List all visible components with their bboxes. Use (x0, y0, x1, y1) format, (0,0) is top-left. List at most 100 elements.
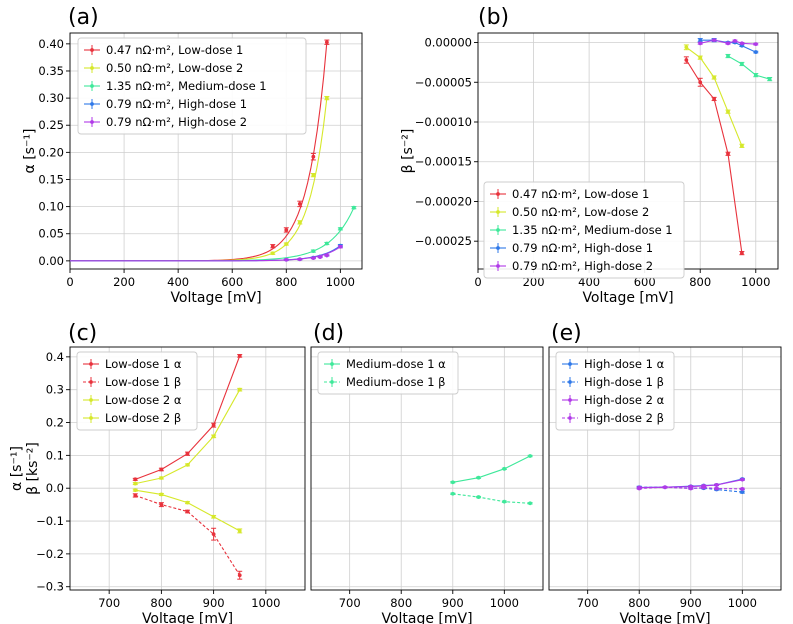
series-line (135, 494, 241, 576)
legend-swatch-marker (496, 210, 500, 214)
legend-box (317, 351, 459, 395)
series-line (70, 246, 341, 262)
legend: Medium-dose 1 α Medium-dose 1 β (317, 351, 459, 395)
data-point (753, 42, 758, 47)
legend-label: 0.50 nΩ·m², Low-dose 2 (106, 61, 243, 75)
series-1 (450, 491, 533, 506)
series-0 (683, 56, 745, 256)
series-2 (725, 53, 773, 82)
series-line (639, 486, 743, 490)
y-tick-label: −0.2 (36, 547, 64, 561)
series-line (727, 55, 770, 80)
plot-frame (69, 346, 306, 591)
data-point (133, 477, 138, 482)
x-tick-label: 200 (113, 275, 135, 289)
data-point (739, 251, 744, 256)
legend-label: High-dose 1 β (584, 375, 664, 389)
y-tick-label: 0.2 (46, 416, 64, 430)
data-point (739, 143, 744, 148)
data-point (767, 77, 772, 81)
legend: 0.47 nΩ·m², Low-dose 1 0.50 nΩ·m², Low-do… (77, 37, 307, 135)
x-tick-label: 700 (339, 596, 361, 610)
data-point (637, 486, 642, 491)
legend: 0.47 nΩ·m², Low-dose 1 0.50 nΩ·m², Low-do… (483, 181, 685, 279)
data-point (133, 493, 138, 498)
legend-swatch-marker (496, 192, 500, 196)
data-point (502, 499, 507, 504)
data-point (133, 488, 138, 493)
panel-b: (b) 0 200 400 600 800 1000 0.00000 −0.00005 −0.0… (400, 5, 779, 306)
data-point (237, 353, 242, 358)
data-point (311, 173, 316, 178)
legend-swatch-marker (89, 380, 93, 384)
y-axis-label-beta: β [ks⁻²] (25, 442, 41, 495)
legend-swatch-marker (90, 102, 94, 106)
legend-label: 0.79 nΩ·m², High-dose 1 (106, 97, 247, 111)
series-line (452, 455, 531, 483)
data-point (270, 244, 275, 249)
data-point (726, 41, 730, 46)
data-point (270, 251, 275, 256)
y-axis-label: α [s⁻¹] (22, 129, 38, 174)
data-point (476, 495, 481, 499)
data-point (712, 75, 717, 80)
data-point (185, 462, 190, 467)
series-line (686, 46, 743, 147)
series-line (452, 493, 531, 504)
legend-swatch-marker (568, 362, 572, 366)
data-point (450, 480, 455, 485)
x-tick-label: 0 (66, 275, 73, 289)
legend-swatch-marker (90, 66, 94, 70)
legend-swatch-marker (90, 48, 94, 52)
y-tick-label: 0.10 (38, 200, 64, 214)
data-point (185, 451, 190, 456)
x-tick-label: 1000 (326, 275, 355, 289)
legend-label: Medium-dose 1 α (346, 357, 446, 371)
legend-label: 0.79 nΩ·m², High-dose 1 (512, 241, 653, 255)
series-line (70, 207, 355, 262)
legend-swatch-marker (89, 362, 93, 366)
x-tick-label: 800 (150, 596, 172, 610)
data-point (502, 466, 507, 471)
legend-label: Low-dose 2 β (105, 411, 181, 425)
x-tick-label: 600 (634, 275, 656, 289)
x-tick-label: 400 (167, 275, 189, 289)
x-tick-label: 900 (680, 596, 702, 610)
data-layer (636, 477, 745, 495)
y-tick-label: 0.20 (38, 145, 64, 159)
panel-d: (d) 700 800 900 1000 Voltage [mV] Medium-dose… (310, 321, 544, 624)
data-layer (450, 454, 533, 506)
data-point (740, 477, 745, 482)
legend-label: 0.50 nΩ·m², Low-dose 2 (512, 205, 649, 219)
y-tick-label: 0.15 (38, 172, 64, 186)
data-point (726, 151, 730, 156)
data-point (284, 257, 289, 262)
data-layer (70, 39, 357, 262)
series-1 (132, 493, 243, 580)
x-tick-label: 900 (203, 596, 225, 610)
panel-e: (e) 700 800 900 1000 Voltage [mV] High-dose 1… (548, 321, 782, 624)
data-point (211, 434, 216, 439)
x-tick-label: 800 (689, 275, 711, 289)
x-tick-label: 0 (474, 275, 481, 289)
data-point (284, 242, 289, 246)
x-tick-label: 900 (442, 596, 464, 610)
legend-label: High-dose 2 α (584, 393, 665, 407)
series-3 (697, 38, 759, 54)
x-axis-label: Voltage [mV] (582, 290, 673, 306)
data-point (684, 58, 689, 62)
data-point (476, 475, 481, 480)
data-point (753, 50, 758, 54)
data-point (698, 80, 703, 85)
x-tick-label: 700 (577, 596, 599, 610)
data-point (351, 205, 356, 210)
y-tick-label: 0.3 (46, 383, 64, 397)
legend-label: 0.79 nΩ·m², High-dose 2 (106, 115, 247, 129)
data-point (159, 502, 164, 507)
data-point (740, 490, 745, 495)
legend-swatch-marker (568, 380, 572, 384)
data-point (698, 55, 703, 60)
legend-swatch-marker (568, 416, 572, 420)
y-tick-label: 0.0 (46, 481, 64, 495)
y-tick-label: 0.35 (38, 64, 64, 78)
